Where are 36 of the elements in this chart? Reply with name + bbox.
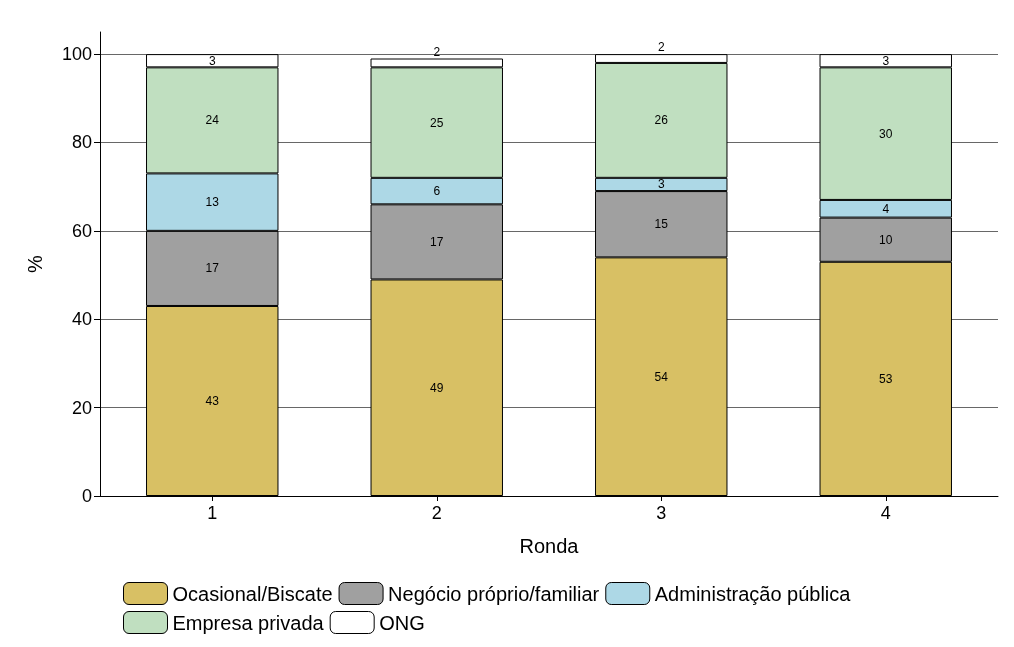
- y-tick-label: 0: [81, 486, 92, 506]
- legend-label: Administração pública: [654, 582, 852, 605]
- y-tick-label: 80: [71, 132, 92, 153]
- y-tick-label: 20: [71, 397, 92, 418]
- data-label: 3: [882, 53, 890, 68]
- x-axis-title: Ronda: [519, 535, 580, 557]
- legend-label: ONG: [379, 611, 425, 634]
- data-label: 26: [654, 113, 669, 128]
- data-label: 13: [205, 195, 220, 210]
- y-tick-label: 40: [71, 309, 92, 330]
- data-label: 2: [657, 40, 665, 55]
- y-tick-label: 60: [71, 220, 92, 241]
- x-tick-label: 1: [207, 503, 218, 523]
- x-tick-label: 4: [880, 503, 891, 523]
- data-label: 15: [654, 217, 669, 232]
- legend-label: Negócio próprio/familiar: [388, 582, 600, 605]
- data-label: 30: [879, 126, 893, 141]
- data-label: 17: [205, 261, 220, 276]
- data-label: 24: [205, 113, 220, 128]
- legend-label: Ocasional/Biscate: [172, 582, 333, 605]
- data-label: 53: [879, 371, 893, 386]
- data-label: 43: [205, 393, 220, 408]
- legend-label: Empresa privada: [172, 611, 325, 634]
- data-label: 54: [654, 369, 669, 384]
- x-tick-label: 2: [431, 503, 442, 523]
- y-axis-title: %: [24, 254, 46, 273]
- data-label: 49: [430, 380, 444, 395]
- x-tick-label: 3: [656, 503, 667, 523]
- data-label: 25: [430, 115, 444, 130]
- data-label: 17: [430, 234, 444, 249]
- data-label: 3: [208, 53, 216, 68]
- data-label: 10: [879, 232, 893, 247]
- data-label: 4: [882, 201, 890, 216]
- y-tick-label: 100: [61, 44, 92, 65]
- data-label: 6: [433, 184, 441, 199]
- data-label: 3: [657, 177, 665, 192]
